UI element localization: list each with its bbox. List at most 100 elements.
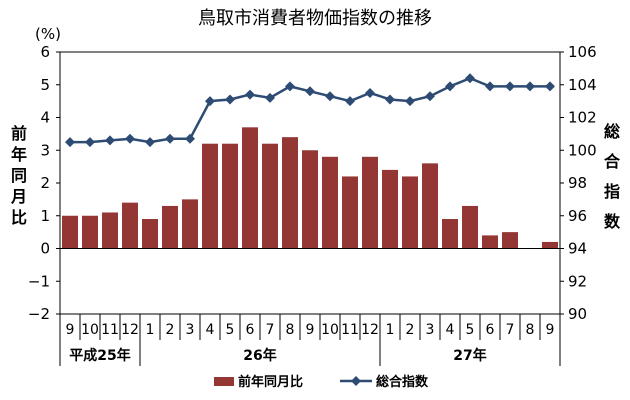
x-tick-label: 8: [526, 322, 535, 338]
right-tick-label: 98: [568, 174, 587, 192]
index-point-12: [285, 81, 295, 92]
left-tick-label: 5: [40, 76, 50, 94]
left-label-char: 同: [11, 166, 27, 185]
left-tick-label: −1: [28, 272, 50, 290]
index-point-10: [245, 89, 255, 100]
x-tick-label: 1: [146, 322, 155, 338]
year-group-label: 26年: [243, 347, 276, 364]
x-tick-label: 12: [121, 322, 139, 338]
bar-16: [362, 156, 378, 249]
index-point-22: [485, 81, 495, 92]
year-group-label: 27年: [453, 347, 486, 364]
bar-23: [502, 232, 518, 249]
bar-11: [262, 143, 278, 249]
right-tick-label: 104: [568, 76, 597, 94]
right-axis-label: 総合指数: [604, 122, 621, 231]
left-tick-label: 3: [40, 141, 50, 159]
bar-9: [222, 143, 238, 249]
year-group-label: 平成25年: [69, 347, 130, 364]
x-tick-label: 7: [266, 322, 275, 338]
x-tick-label: 4: [446, 322, 455, 338]
index-point-3: [105, 135, 115, 146]
index-point-20: [445, 81, 455, 92]
right-label-char: 指: [604, 182, 620, 201]
left-label-char: 比: [11, 208, 27, 227]
index-point-4: [125, 133, 135, 144]
bar-15: [342, 176, 358, 249]
index-point-11: [265, 92, 275, 103]
legend-label-bar: 前年同月比: [238, 374, 303, 390]
bar-series: [60, 127, 560, 249]
legend: 前年同月比 総合指数: [214, 374, 429, 390]
right-tick-label: 96: [568, 207, 587, 225]
x-tick-label: 11: [101, 322, 119, 338]
right-label-char: 数: [604, 212, 621, 231]
x-tick-label: 9: [306, 322, 315, 338]
bar-14: [322, 156, 338, 249]
x-tick-label: 9: [66, 322, 75, 338]
index-point-17: [385, 94, 395, 105]
right-tick-label: 106: [568, 43, 597, 61]
index-point-7: [185, 133, 195, 144]
x-tick-label: 6: [486, 322, 495, 338]
bar-8: [202, 143, 218, 249]
x-axis-ticks: 9 10 11 12 1 2 3 4 5 6 7 8 9 10 11 12 1 2 3 4 5 6 7 8 9: [59, 314, 561, 340]
index-point-23: [505, 81, 515, 92]
index-point-6: [165, 133, 175, 144]
bar-17: [382, 169, 398, 249]
index-point-9: [225, 94, 235, 105]
x-tick-label: 1: [386, 322, 395, 338]
x-tick-label: 5: [226, 322, 235, 338]
x-tick-label: 4: [206, 322, 215, 338]
x-tick-label: 2: [406, 322, 415, 338]
bar-13: [302, 150, 318, 249]
year-groups: 平成25年 26年 27年: [59, 340, 561, 366]
index-point-25: [545, 81, 555, 92]
left-tick-label: 0: [40, 240, 50, 258]
index-point-5: [145, 137, 155, 148]
bar-19: [422, 163, 438, 249]
index-point-18: [405, 96, 415, 107]
left-axis-ticks: 6 5 4 3 2 1 0 −1 −2: [28, 43, 60, 323]
index-point-19: [425, 91, 435, 102]
x-tick-label: 2: [166, 322, 175, 338]
bar-7: [182, 199, 198, 249]
left-tick-label: −2: [28, 305, 50, 323]
left-label-char: 前: [11, 124, 27, 143]
chart-title: 鳥取市消費者物価指数の推移: [198, 8, 432, 29]
left-tick-label: 6: [40, 43, 50, 61]
index-point-24: [525, 81, 535, 92]
x-tick-label: 9: [546, 322, 555, 338]
right-axis-ticks: 106 104 102 100 98 96 94 92 90: [560, 43, 597, 323]
bar-18: [402, 176, 418, 249]
index-point-2: [85, 137, 95, 148]
line-series-layer: [65, 73, 555, 148]
bar-12: [282, 137, 298, 249]
bar-2: [82, 215, 98, 249]
bar-6: [162, 205, 178, 249]
x-tick-label: 12: [361, 322, 379, 338]
x-tick-label: 11: [341, 322, 359, 338]
index-point-14: [325, 91, 335, 102]
index-point-1: [65, 137, 75, 148]
x-tick-label: 3: [186, 322, 195, 338]
right-label-char: 合: [604, 152, 621, 171]
x-tick-label: 6: [246, 322, 255, 338]
x-tick-label: 7: [506, 322, 515, 338]
bar-1: [62, 215, 78, 249]
bar-4: [122, 202, 138, 249]
left-unit-label: (%): [35, 25, 61, 43]
bar-21: [462, 205, 478, 249]
x-tick-label: 8: [286, 322, 295, 338]
left-label-char: 年: [11, 145, 27, 164]
index-point-21: [465, 73, 475, 84]
index-point-8: [205, 96, 215, 107]
x-tick-label: 5: [466, 322, 475, 338]
index-point-16: [365, 87, 375, 98]
right-tick-label: 90: [568, 305, 587, 323]
left-tick-label: 1: [40, 207, 50, 225]
right-label-char: 総: [604, 122, 620, 141]
bar-22: [482, 235, 498, 249]
